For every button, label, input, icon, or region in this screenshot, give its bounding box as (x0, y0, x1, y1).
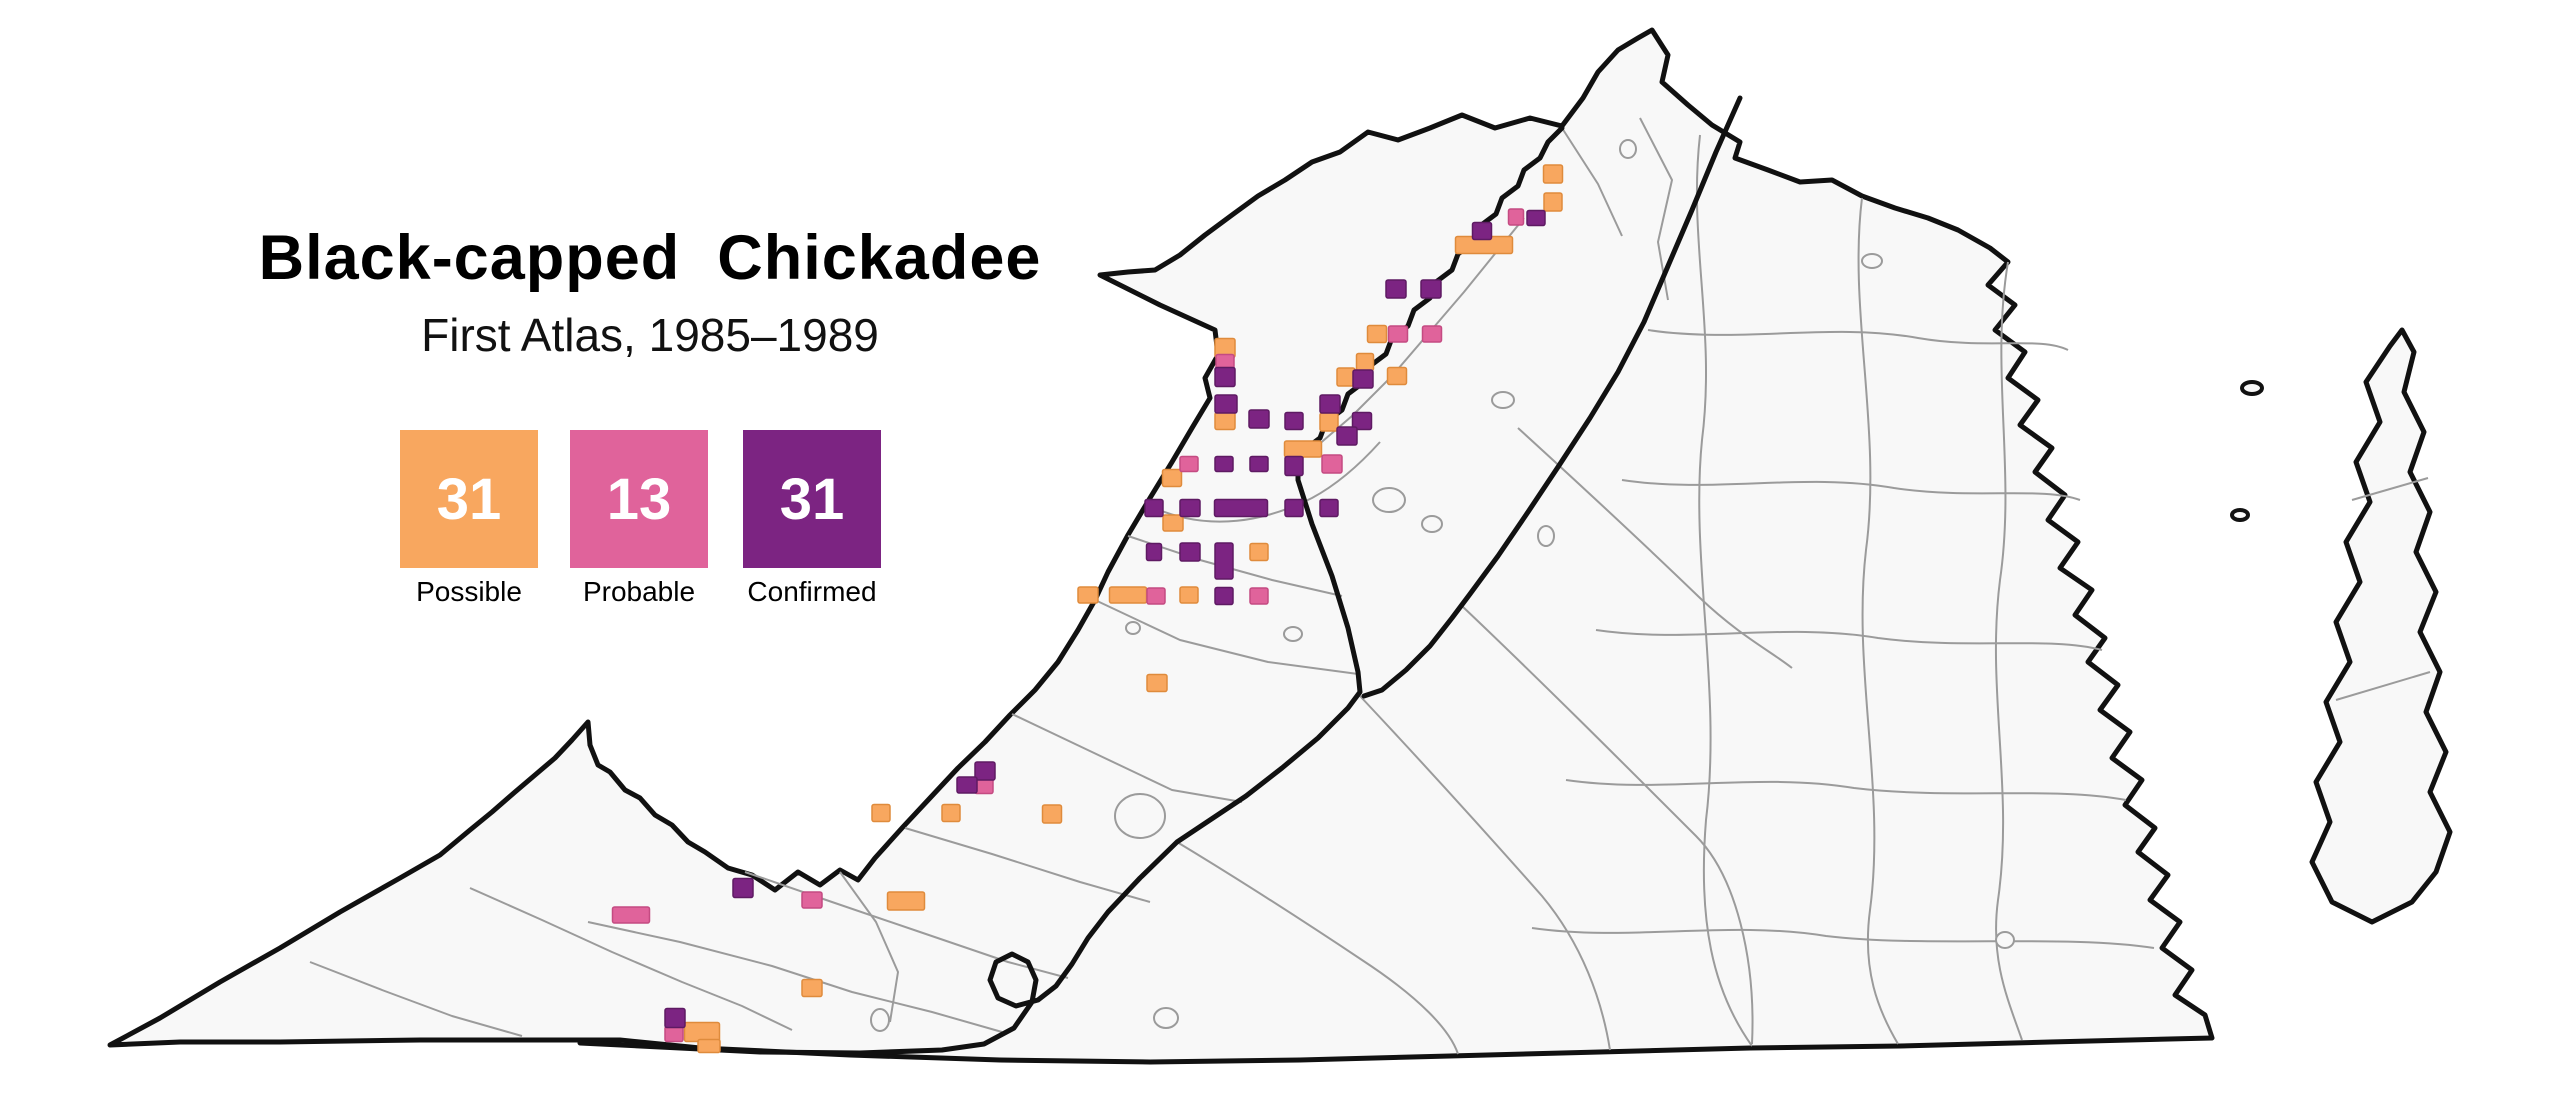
atlas-block-possible (1146, 673, 1168, 693)
title-block: Black-capped Chickadee First Atlas, 1985… (150, 222, 1150, 362)
atlas-block-confirmed (1471, 221, 1493, 241)
bay-island (2230, 508, 2250, 522)
atlas-block-confirmed (1214, 394, 1238, 414)
atlas-block-confirmed (1214, 586, 1234, 606)
atlas-block-confirmed (1248, 409, 1270, 429)
atlas-block-confirmed (1336, 426, 1358, 446)
atlas-block-possible (871, 803, 891, 823)
probable-label: Probable (582, 576, 696, 607)
probable-count: 13 (606, 466, 672, 532)
atlas-block-possible (1108, 586, 1148, 604)
records-layer (611, 164, 1564, 1054)
atlas-block-confirmed (1284, 411, 1304, 431)
atlas-block-confirmed (1526, 209, 1546, 227)
eastern-shore-outline (2309, 327, 2453, 925)
atlas-block-possible (886, 891, 926, 911)
atlas-block-confirmed (1214, 455, 1234, 473)
atlas-block-possible (1077, 586, 1099, 604)
atlas-block-possible (1214, 411, 1236, 431)
atlas-block-confirmed (956, 776, 978, 794)
atlas-block-confirmed (1284, 498, 1304, 518)
atlas-block-probable (664, 1025, 684, 1043)
atlas-block-confirmed (1319, 394, 1341, 414)
probable-swatch: 13 (570, 430, 708, 568)
atlas-block-confirmed (1385, 279, 1407, 299)
atlas-block-possible (1041, 804, 1063, 824)
atlas-block-possible (1179, 586, 1199, 604)
atlas-block-confirmed (1145, 542, 1163, 562)
confirmed-label: Confirmed (747, 576, 877, 607)
atlas-block-confirmed (1352, 369, 1374, 389)
atlas-block-probable (1146, 587, 1166, 605)
possible-swatch: 31 (400, 430, 538, 568)
atlas-block-confirmed (1214, 542, 1234, 580)
atlas-block-possible (1543, 192, 1563, 212)
atlas-block-probable (1387, 325, 1409, 343)
atlas-block-possible (1386, 366, 1408, 386)
atlas-block-confirmed (1144, 498, 1164, 518)
atlas-block-probable (1507, 208, 1525, 226)
atlas-block-confirmed (1284, 455, 1304, 477)
atlas-block-confirmed (1214, 366, 1236, 388)
page-title: Black-capped Chickadee (258, 223, 1042, 293)
atlas-block-possible (1162, 514, 1184, 532)
atlas-block-possible (1542, 164, 1564, 184)
atlas-block-confirmed (974, 761, 996, 781)
atlas-block-possible (1161, 468, 1183, 488)
confirmed-count: 31 (779, 466, 845, 532)
atlas-block-confirmed (664, 1007, 686, 1029)
atlas-block-confirmed (1179, 542, 1201, 562)
atlas-block-confirmed (732, 877, 754, 899)
atlas-block-confirmed (1351, 411, 1373, 431)
atlas-block-possible (941, 803, 961, 823)
page-subtitle: First Atlas, 1985–1989 (421, 309, 879, 361)
atlas-block-confirmed (1179, 498, 1201, 518)
legend-item-confirmed: 31 Confirmed (743, 430, 881, 608)
atlas-block-confirmed (1319, 498, 1339, 518)
possible-count: 31 (436, 466, 502, 532)
atlas-block-confirmed (1213, 498, 1269, 518)
atlas-block-confirmed (1249, 455, 1269, 473)
atlas-block-probable (1421, 325, 1443, 343)
atlas-block-possible (1249, 542, 1269, 562)
atlas-block-possible (1319, 412, 1339, 432)
legend-item-possible: 31 Possible (400, 430, 538, 608)
bay-island (2240, 380, 2264, 396)
atlas-block-confirmed (1420, 279, 1442, 299)
atlas-block-probable (611, 906, 651, 924)
atlas-block-possible (1283, 440, 1323, 458)
legend-item-probable: 13 Probable (570, 430, 708, 608)
atlas-block-possible (697, 1038, 721, 1054)
atlas-block-possible (801, 978, 823, 998)
province-boundary-west (577, 125, 1565, 1056)
confirmed-swatch: 31 (743, 430, 881, 568)
atlas-block-probable (801, 891, 823, 909)
possible-label: Possible (416, 576, 522, 607)
atlas-block-possible (683, 1021, 721, 1043)
atlas-block-probable (1321, 454, 1343, 474)
atlas-block-possible (1366, 324, 1388, 344)
atlas-block-probable (1179, 455, 1199, 473)
province-boundary-east (1361, 95, 1743, 699)
atlas-block-probable (1249, 587, 1269, 605)
atlas-block-possible (1355, 352, 1375, 372)
